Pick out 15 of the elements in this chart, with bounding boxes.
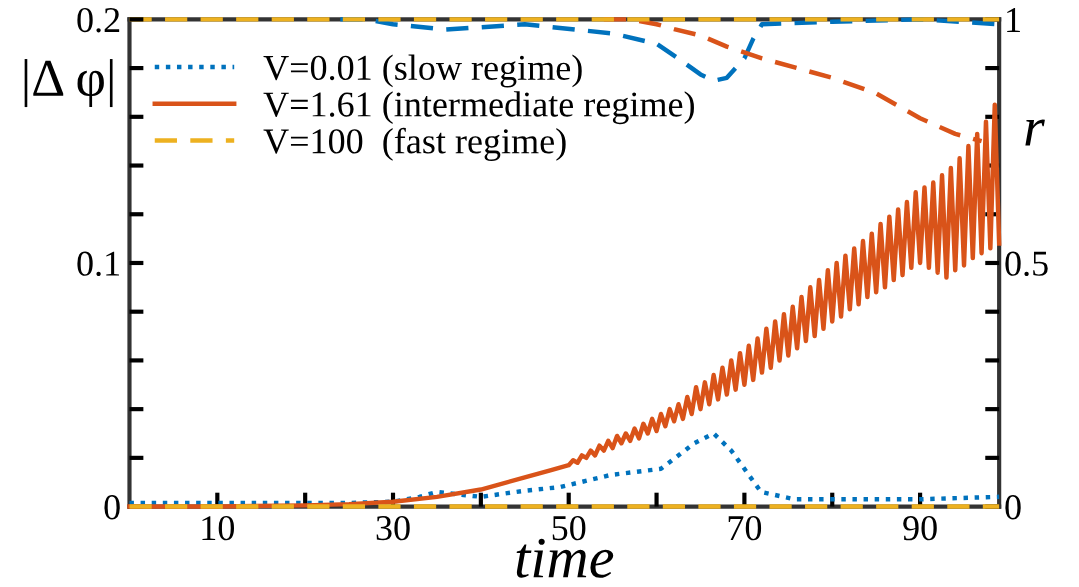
y2-axis-title: r [1025, 119, 1045, 146]
y-tick-label: 0.2 [77, 7, 120, 33]
y-axis-title: |Δ φ| [24, 59, 113, 108]
y2-tick-label: 1 [1007, 8, 1020, 32]
x-tick-label: 70 [728, 515, 762, 541]
legend-label: V=0.01 (slow regime) [263, 54, 582, 88]
y2-tick-label: 0.5 [1005, 251, 1048, 277]
y2-tick-label: 0 [1005, 495, 1021, 520]
y-tick-label: 0 [104, 495, 120, 520]
x-tick-label: 30 [376, 515, 410, 541]
legend-label: V=100 (fast regime) [263, 127, 566, 161]
x-tick-label: 10 [202, 515, 234, 541]
x-tick-label: 90 [903, 515, 937, 541]
y-tick-label: 0.1 [77, 251, 119, 277]
legend-label: V=1.61 (intermediate regime) [263, 91, 694, 125]
